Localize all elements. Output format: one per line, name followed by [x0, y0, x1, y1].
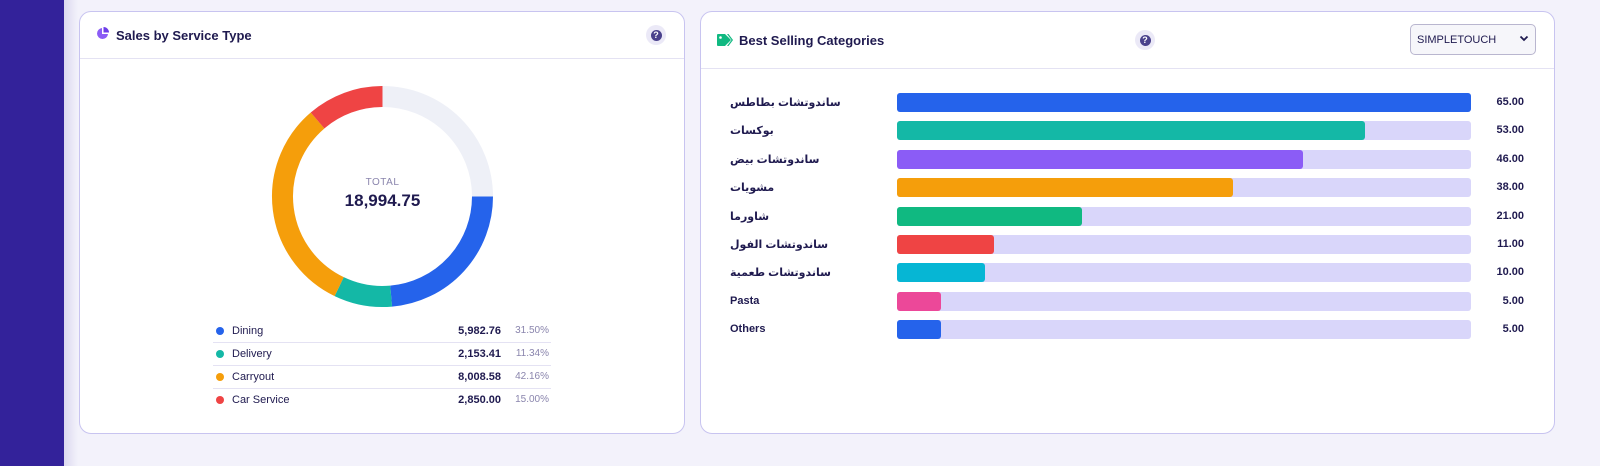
category-value: 38.00 [1496, 181, 1524, 193]
bar-fill [897, 320, 942, 339]
sales-by-service-card: Sales by Service Type ? TOTAL 18,994.75 … [79, 11, 685, 434]
category-row: ساندوتشات بطاطس 65.00 [701, 93, 1556, 113]
category-value: 10.00 [1496, 266, 1524, 278]
total-label: TOTAL [365, 177, 400, 188]
category-label: ساندوتشات بطاطس [730, 97, 841, 109]
bar-track [897, 178, 1471, 197]
category-label: Others [730, 323, 766, 335]
donut-segment-dining[interactable] [389, 196, 493, 307]
category-label: ساندوتشات الفول [730, 239, 829, 251]
legend-row-delivery: Delivery 2,153.41 11.34% [213, 343, 551, 366]
legend-percent: 11.34% [515, 348, 549, 359]
donut-legend: Dining 5,982.76 31.50% Delivery 2,153.41… [213, 320, 551, 412]
legend-dot [216, 373, 224, 381]
best-selling-categories-card: Best Selling Categories ? SIMPLETOUCH سا… [700, 11, 1555, 434]
help-button[interactable]: ? [646, 25, 666, 45]
bar-track [897, 150, 1471, 169]
legend-value: 2,153.41 [458, 348, 501, 360]
legend-row-carryout: Carryout 8,008.58 42.16% [213, 366, 551, 389]
bar-track [897, 263, 1471, 282]
category-row: ساندوتشات بيض 46.00 [701, 150, 1556, 170]
category-label: بوكسات [730, 125, 774, 137]
sidebar-strip [0, 0, 64, 466]
bar-fill [897, 150, 1304, 169]
category-value: 11.00 [1497, 238, 1524, 250]
legend-row-car-service: Car Service 2,850.00 15.00% [213, 389, 551, 412]
pie-chart-icon [96, 27, 109, 45]
category-row: ساندوتشات الفول 11.00 [701, 235, 1556, 255]
category-value: 5.00 [1502, 295, 1524, 307]
legend-name: Car Service [232, 394, 290, 406]
help-button[interactable]: ? [1135, 30, 1155, 50]
source-select[interactable]: SIMPLETOUCH [1410, 24, 1536, 55]
bar-fill [897, 207, 1083, 226]
legend-value: 2,850.00 [458, 394, 501, 406]
category-value: 46.00 [1496, 153, 1524, 165]
category-label: Pasta [730, 295, 760, 307]
category-row: ساندوتشات طعمية 10.00 [701, 263, 1556, 283]
category-row: بوكسات 53.00 [701, 121, 1556, 141]
bar-fill [897, 178, 1233, 197]
donut-segment-delivery[interactable] [334, 277, 393, 307]
bar-fill [897, 121, 1366, 140]
legend-row-dining: Dining 5,982.76 31.50% [213, 320, 551, 343]
legend-name: Carryout [232, 371, 275, 383]
legend-dot [216, 396, 224, 404]
bar-fill [897, 292, 942, 311]
category-value: 65.00 [1496, 96, 1524, 108]
bar-fill [897, 235, 995, 254]
legend-value: 5,982.76 [458, 325, 501, 337]
bar-track [897, 292, 1471, 311]
category-label: مشويات [730, 182, 775, 194]
help-icon: ? [1139, 34, 1151, 46]
bar-track [897, 207, 1471, 226]
card-title: Sales by Service Type [116, 28, 252, 43]
donut-segment-carryout[interactable] [272, 112, 344, 297]
category-value: 5.00 [1502, 323, 1524, 335]
category-label: شاورما [730, 211, 770, 223]
legend-percent: 31.50% [515, 325, 549, 336]
donut-segment-car-service[interactable] [310, 86, 383, 129]
bar-fill [897, 93, 1471, 112]
bar-fill [897, 263, 986, 282]
category-value: 21.00 [1496, 210, 1524, 222]
sidebar-shadow [64, 0, 78, 466]
legend-dot [216, 350, 224, 358]
legend-percent: 15.00% [515, 394, 549, 405]
help-icon: ? [650, 29, 662, 41]
legend-name: Dining [232, 325, 264, 337]
category-label: ساندوتشات طعمية [730, 267, 831, 279]
category-row: Others 5.00 [701, 320, 1556, 340]
category-row: مشويات 38.00 [701, 178, 1556, 198]
bar-track [897, 235, 1471, 254]
bar-track [897, 121, 1471, 140]
category-row: شاورما 21.00 [701, 207, 1556, 227]
bar-track [897, 93, 1471, 112]
legend-name: Delivery [232, 348, 272, 360]
legend-percent: 42.16% [515, 371, 549, 382]
card-header: Sales by Service Type ? [80, 12, 684, 59]
category-value: 53.00 [1496, 124, 1524, 136]
tag-icon [717, 33, 733, 51]
chevron-down-icon [1519, 33, 1529, 46]
total-value: 18,994.75 [344, 191, 421, 210]
legend-value: 8,008.58 [458, 371, 501, 383]
category-label: ساندوتشات بيض [730, 154, 820, 166]
bar-track [897, 320, 1471, 339]
card-title: Best Selling Categories [739, 33, 885, 48]
legend-dot [216, 327, 224, 335]
card-header: Best Selling Categories ? SIMPLETOUCH [701, 12, 1554, 69]
select-value: SIMPLETOUCH [1417, 34, 1497, 46]
donut-chart [272, 86, 493, 307]
category-row: Pasta 5.00 [701, 292, 1556, 312]
